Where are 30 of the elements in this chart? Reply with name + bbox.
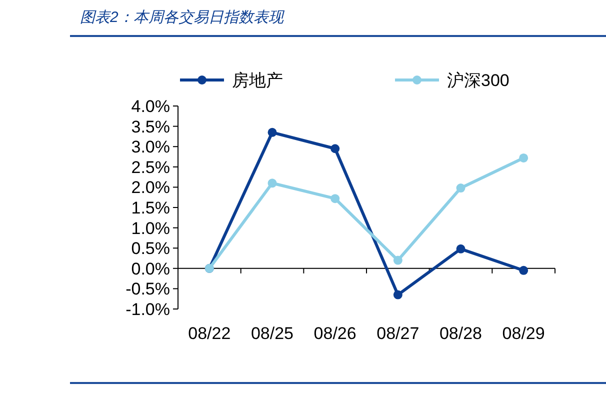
x-tick-label: 08/29 [502, 324, 545, 343]
x-tick-label: 08/28 [439, 324, 482, 343]
point [330, 194, 340, 204]
x-tick-label: 08/27 [376, 324, 420, 343]
point [330, 144, 340, 154]
y-tick-label: -0.5% [126, 280, 170, 299]
point [268, 128, 277, 137]
legend-label: 房地产 [232, 71, 283, 90]
y-tick-label: 2.5% [131, 158, 170, 177]
x-tick-label: 08/22 [188, 324, 231, 343]
point [519, 266, 528, 275]
y-tick-label: 4.0% [131, 97, 170, 116]
x-tick-label: 08/26 [314, 324, 356, 343]
chart-title: 图表2：本周各交易日指数表现 [80, 9, 286, 26]
y-tick-label: -1.0% [126, 300, 170, 319]
point [268, 178, 277, 188]
y-tick-label: 2.0% [131, 178, 170, 198]
point [456, 184, 466, 193]
point [393, 256, 402, 265]
y-tick-label: 0.0% [131, 259, 170, 278]
y-tick-label: 0.5% [131, 239, 170, 258]
y-tick-label: 3.5% [131, 117, 170, 136]
point [456, 244, 466, 254]
x-tick-label: 08/25 [250, 324, 294, 343]
point [519, 153, 528, 162]
y-tick-label: 3.0% [131, 138, 170, 157]
y-tick-label: 1.5% [131, 198, 170, 218]
legend-label: 沪深300 [447, 71, 510, 90]
y-tick-label: 1.0% [131, 218, 170, 238]
point [393, 290, 402, 300]
